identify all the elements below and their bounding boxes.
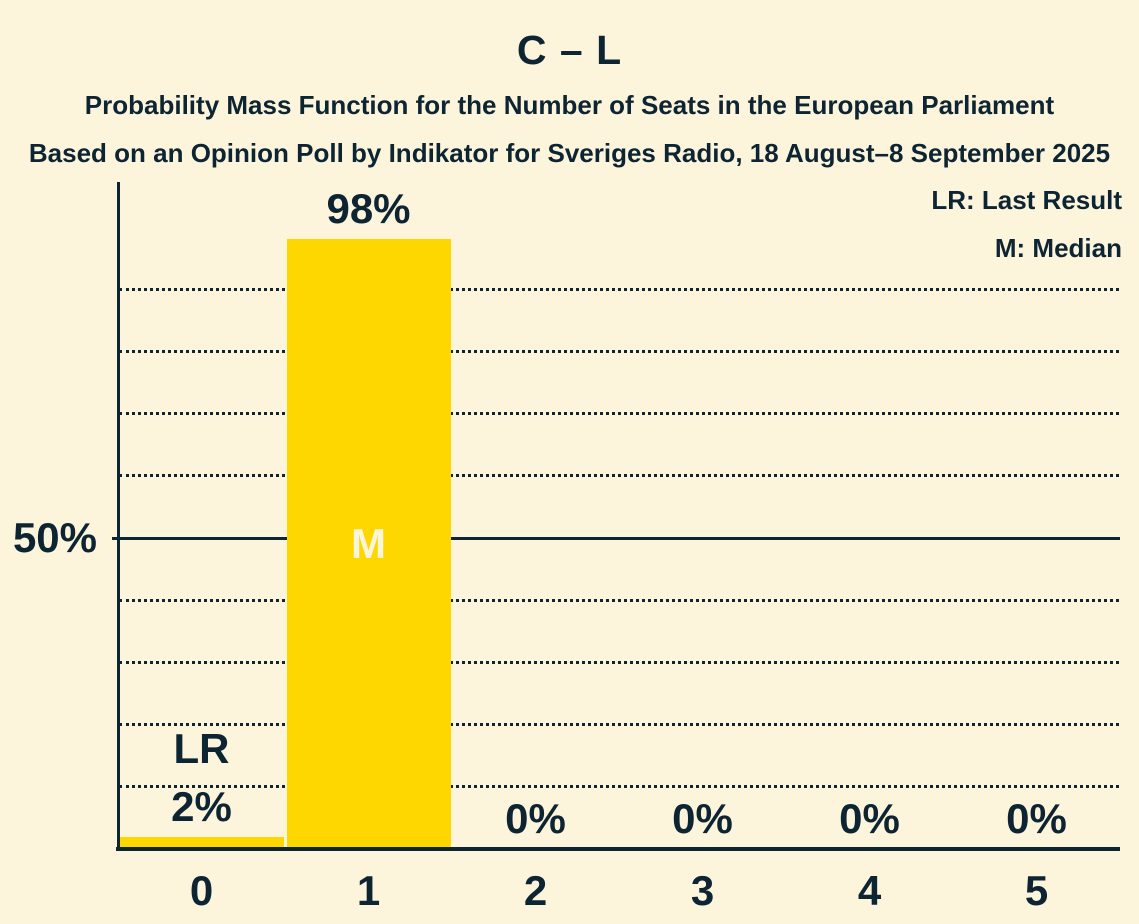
x-tick-label-5: 5 [1024,867,1049,914]
gridline-80pct [119,349,1119,353]
bar-value-label: 0% [839,795,900,842]
legend-last-result: LR: Last Result [931,185,1122,215]
legend-median: M: Median [994,233,1122,263]
chart-subtitle-source: Based on an Opinion Poll by Indikator fo… [28,138,1111,168]
bar-value-label: 0% [505,795,566,842]
chart-subtitle: Probability Mass Function for the Number… [84,90,1055,120]
x-axis-line [116,847,1120,851]
gridline-20pct [119,723,1119,727]
y-tick-label: 50% [12,514,97,561]
bar-seats-0 [119,836,284,849]
annotation-median: M [351,520,386,568]
bar-value-label: 0% [1006,795,1067,842]
y-axis-line [116,182,120,851]
annotation-last-result: LR [173,724,230,772]
x-tick-label-0: 0 [189,867,214,914]
gridline-40pct [119,598,1119,602]
gridline-70pct [119,412,1119,416]
gridline-60pct [119,474,1119,478]
gridline-50pct-major [112,536,1120,540]
bar-value-label: 0% [672,795,733,842]
bar-value-label: 98% [326,185,411,233]
x-tick-label-3: 3 [690,867,715,914]
bar-seats-1 [286,239,451,849]
x-tick-label-4: 4 [857,867,882,914]
gridline-30pct [119,660,1119,664]
x-tick-label-1: 1 [356,867,381,914]
x-tick-label-2: 2 [523,867,548,914]
gridline-90pct [119,287,1119,291]
bar-value-label: 2% [171,782,232,830]
gridline-10pct [119,785,1119,789]
chart-title: C – L [516,27,623,73]
